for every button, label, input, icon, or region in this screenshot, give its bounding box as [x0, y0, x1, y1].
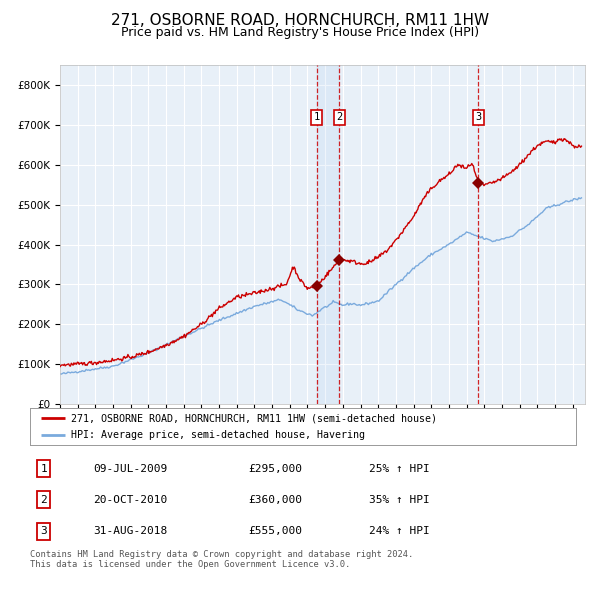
- Text: 271, OSBORNE ROAD, HORNCHURCH, RM11 1HW: 271, OSBORNE ROAD, HORNCHURCH, RM11 1HW: [111, 13, 489, 28]
- Text: 35% ↑ HPI: 35% ↑ HPI: [368, 494, 429, 504]
- Text: 2: 2: [336, 113, 343, 123]
- Text: 3: 3: [40, 526, 47, 536]
- Text: 1: 1: [314, 113, 320, 123]
- Text: 31-AUG-2018: 31-AUG-2018: [93, 526, 167, 536]
- Text: HPI: Average price, semi-detached house, Havering: HPI: Average price, semi-detached house,…: [71, 431, 365, 440]
- Text: Contains HM Land Registry data © Crown copyright and database right 2024.
This d: Contains HM Land Registry data © Crown c…: [30, 550, 413, 569]
- Text: 2: 2: [40, 494, 47, 504]
- Text: Price paid vs. HM Land Registry's House Price Index (HPI): Price paid vs. HM Land Registry's House …: [121, 26, 479, 39]
- Bar: [317, 65, 339, 404]
- Text: 3: 3: [475, 113, 481, 123]
- Text: £555,000: £555,000: [248, 526, 302, 536]
- Text: 1: 1: [40, 464, 47, 474]
- Text: 09-JUL-2009: 09-JUL-2009: [93, 464, 167, 474]
- Text: 20-OCT-2010: 20-OCT-2010: [93, 494, 167, 504]
- Text: 25% ↑ HPI: 25% ↑ HPI: [368, 464, 429, 474]
- Text: 271, OSBORNE ROAD, HORNCHURCH, RM11 1HW (semi-detached house): 271, OSBORNE ROAD, HORNCHURCH, RM11 1HW …: [71, 414, 437, 423]
- Text: £360,000: £360,000: [248, 494, 302, 504]
- Text: 24% ↑ HPI: 24% ↑ HPI: [368, 526, 429, 536]
- Text: £295,000: £295,000: [248, 464, 302, 474]
